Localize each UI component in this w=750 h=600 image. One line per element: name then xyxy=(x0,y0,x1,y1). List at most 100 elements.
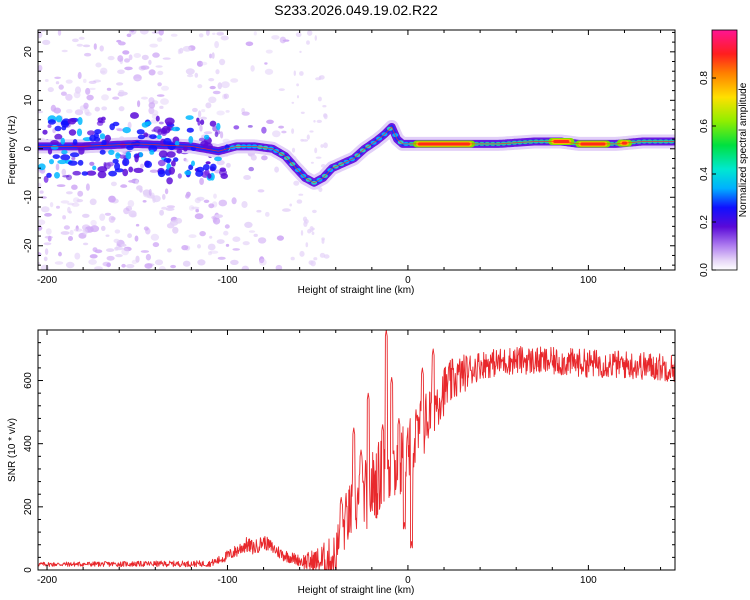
noise-speckle xyxy=(106,87,112,91)
noise-speckle xyxy=(101,94,109,101)
noise-speckle xyxy=(203,199,210,203)
noise-speckle xyxy=(95,62,102,68)
noise-speckle xyxy=(311,231,315,235)
noise-speckle xyxy=(306,40,310,45)
noise-speckle xyxy=(291,147,296,153)
noise-speckle xyxy=(133,78,142,81)
noise-speckle xyxy=(198,33,204,38)
noise-speckle xyxy=(191,206,200,210)
noise-speckle xyxy=(214,41,220,49)
noise-speckle xyxy=(278,125,284,129)
noise-speckle xyxy=(148,69,156,76)
noise-speckle xyxy=(290,256,295,261)
noise-speckle xyxy=(124,66,133,71)
noise-speckle xyxy=(104,212,111,216)
noise-speckle xyxy=(170,33,178,37)
noise-speckle xyxy=(152,52,160,58)
noise-speckle xyxy=(74,252,81,260)
noise-speckle xyxy=(44,212,52,217)
noise-speckle xyxy=(44,248,49,256)
x-tick-label: -200 xyxy=(37,275,57,286)
ridge-noise-blob xyxy=(202,142,213,151)
noise-speckle xyxy=(156,94,165,97)
noise-speckle xyxy=(205,102,212,109)
noise-speckle xyxy=(39,190,44,194)
noise-speckle xyxy=(169,220,179,226)
noise-speckle xyxy=(322,105,327,108)
noise-speckle xyxy=(211,52,215,59)
noise-speckle xyxy=(128,180,136,183)
ridge-noise-blob xyxy=(216,122,221,131)
ridge-noise-blob xyxy=(97,166,108,173)
ridge-noise-blob xyxy=(77,117,83,125)
noise-speckle xyxy=(47,124,52,128)
noise-speckle xyxy=(279,36,287,44)
ridge-noise-blob xyxy=(185,115,194,120)
y-tick-label: 400 xyxy=(23,435,34,452)
noise-speckle xyxy=(74,86,82,94)
noise-speckle xyxy=(296,199,303,204)
noise-speckle xyxy=(73,197,80,204)
noise-speckle xyxy=(313,257,318,261)
noise-speckle xyxy=(265,211,270,217)
noise-speckle xyxy=(82,44,91,48)
ridge-noise-blob xyxy=(184,170,192,176)
noise-speckle xyxy=(60,200,70,204)
noise-speckle xyxy=(89,254,98,259)
noise-speckle xyxy=(261,126,267,134)
noise-speckle xyxy=(310,260,316,267)
noise-speckle xyxy=(38,64,43,72)
noise-speckle xyxy=(242,241,250,246)
ridge-trace xyxy=(38,126,675,184)
noise-speckle xyxy=(197,110,202,118)
noise-speckle xyxy=(68,236,73,241)
ridge-noise-blob xyxy=(176,149,183,154)
noise-speckle xyxy=(194,213,204,220)
noise-speckle xyxy=(274,166,279,173)
noise-speckle xyxy=(94,266,103,270)
noise-speckle xyxy=(78,36,85,40)
noise-speckle xyxy=(61,168,67,176)
noise-speckle xyxy=(179,47,184,54)
noise-speckle xyxy=(208,78,215,82)
ridge-noise-blob xyxy=(42,129,48,135)
noise-speckle xyxy=(142,200,147,203)
noise-speckle xyxy=(150,233,160,241)
noise-speckle xyxy=(306,134,310,140)
noise-speckle xyxy=(47,235,52,242)
ridge-noise-blob xyxy=(77,159,84,166)
noise-speckle xyxy=(38,110,44,114)
noise-speckle xyxy=(220,131,224,139)
ridge-noise-blob xyxy=(136,129,145,135)
noise-speckle xyxy=(82,213,90,218)
noise-speckle xyxy=(107,55,115,61)
ridge-noise-blob xyxy=(174,140,180,147)
noise-speckle xyxy=(216,31,224,36)
noise-speckle xyxy=(248,230,256,233)
ridge-noise-blob xyxy=(81,171,89,176)
ridge-noise-blob xyxy=(171,160,176,167)
noise-speckle xyxy=(101,225,106,231)
noise-speckle xyxy=(134,235,139,242)
noise-speckle xyxy=(310,161,314,164)
noise-speckle xyxy=(89,161,95,166)
noise-speckle xyxy=(63,225,70,230)
ridge-noise-blob xyxy=(137,134,145,140)
noise-speckle xyxy=(141,96,148,100)
noise-speckle xyxy=(197,244,201,249)
noise-speckle xyxy=(76,199,84,203)
ridge-noise-blob xyxy=(55,115,63,123)
noise-speckle xyxy=(72,38,79,43)
noise-speckle xyxy=(110,181,117,187)
noise-speckle xyxy=(166,205,175,209)
noise-speckle xyxy=(99,45,104,52)
noise-speckle xyxy=(261,155,268,161)
noise-speckle xyxy=(117,55,124,62)
noise-speckle xyxy=(216,239,225,245)
noise-speckle xyxy=(135,179,139,185)
noise-speckle xyxy=(291,101,295,104)
ridge-noise-blob xyxy=(122,158,130,167)
ridge-noise-blob xyxy=(57,159,67,165)
noise-speckle xyxy=(194,72,199,78)
